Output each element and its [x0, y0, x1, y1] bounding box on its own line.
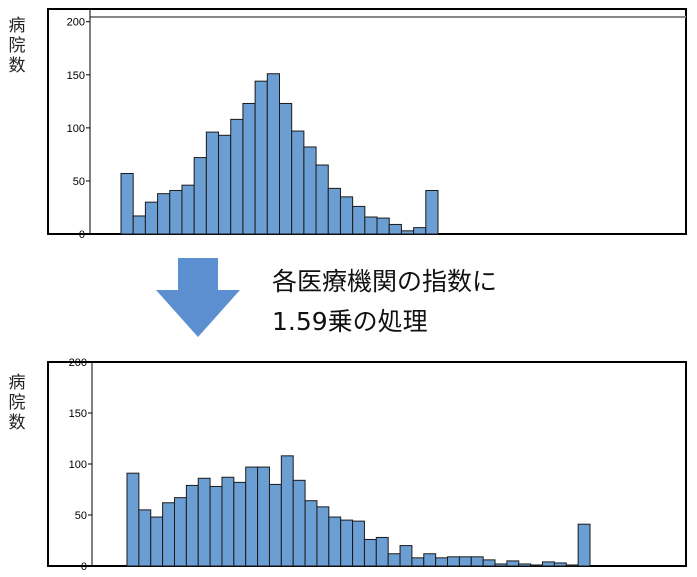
histogram-bar [447, 556, 460, 567]
histogram-bar [233, 481, 247, 567]
histogram-bar [162, 502, 175, 567]
histogram-bar [315, 164, 329, 235]
y-tick-label: 200 [69, 357, 87, 369]
histogram-bar [494, 563, 508, 567]
histogram-bar [413, 227, 427, 235]
plot-frame [47, 8, 687, 235]
histogram-bar [435, 557, 449, 567]
histogram-bar [230, 118, 244, 235]
histogram-bar [279, 102, 293, 235]
y-tick-label: 50 [75, 510, 87, 522]
histogram-bar [411, 557, 425, 567]
histogram-bar [352, 520, 365, 567]
histogram-bar [530, 564, 544, 567]
histogram-bar [388, 223, 402, 235]
histogram-bar [181, 184, 195, 235]
y-tick-label: 0 [81, 561, 87, 573]
histogram-bar [280, 455, 294, 567]
histogram-bar [157, 193, 171, 235]
histogram-bar [292, 479, 306, 567]
histogram-bar [375, 536, 389, 567]
down-arrow-icon [156, 258, 240, 337]
bottom-chart-ylabel: 病 院 数 [8, 373, 26, 433]
histogram-bar [126, 472, 140, 567]
histogram-bar [518, 563, 532, 567]
y-tick-label: 100 [69, 459, 87, 471]
y-tick-label: 0 [79, 229, 85, 241]
histogram-bar [339, 196, 354, 235]
histogram-bar [144, 201, 159, 235]
histogram-bar [209, 485, 223, 567]
y-tick-label: 200 [67, 17, 85, 29]
y-tick-label: 100 [67, 123, 85, 135]
histogram-bar [470, 556, 484, 567]
histogram-bar [169, 189, 183, 235]
histogram-bar [458, 556, 472, 567]
caption-line-2: 1.59乗の処理 [272, 307, 428, 336]
histogram-bar [150, 516, 164, 567]
histogram-bar [364, 216, 378, 235]
histogram-bar [218, 134, 232, 235]
histogram-bar [506, 560, 520, 567]
histogram-bar [423, 553, 437, 567]
histogram-bar [340, 519, 354, 567]
histogram-bar [577, 523, 591, 567]
histogram-bar [565, 564, 579, 567]
histogram-bar [221, 476, 235, 567]
histogram-bar [291, 130, 305, 235]
caption-line-1: 各医療機関の指数に [272, 267, 498, 296]
histogram-bar [242, 102, 256, 235]
y-tick-label: 150 [67, 70, 85, 82]
y-tick-label: 150 [69, 408, 87, 420]
histogram-bar [173, 497, 187, 567]
histogram-bar [542, 561, 555, 567]
histogram-bar [303, 146, 317, 235]
histogram-bar [399, 545, 413, 567]
histogram-bar [132, 215, 146, 235]
histogram-bar [205, 131, 220, 235]
histogram-bar [316, 506, 330, 567]
y-tick-label: 50 [73, 176, 85, 188]
histogram-bar [193, 157, 207, 235]
histogram-bar [387, 553, 401, 567]
top-histogram: 0 50 100 150 200 [47, 8, 687, 241]
histogram-bar [197, 477, 211, 567]
histogram-bar [138, 509, 152, 567]
histogram-bar [257, 466, 270, 567]
histogram-bar [352, 205, 366, 235]
histogram-bar [376, 217, 390, 235]
histogram-bar [328, 516, 342, 567]
histogram-bar [304, 500, 318, 567]
histogram-bar [363, 538, 377, 567]
histogram-bar [266, 73, 280, 235]
top-chart-ylabel: 病 院 数 [8, 16, 26, 76]
histogram-bar [482, 559, 496, 567]
histogram-bar [245, 466, 259, 567]
histogram-bar [254, 80, 268, 235]
histogram-bar [120, 173, 134, 235]
histogram-bar [425, 189, 439, 235]
histogram-bar [268, 483, 282, 567]
bottom-histogram: 0 50 100 150 200 [47, 357, 687, 573]
histogram-bar [327, 187, 341, 235]
histogram-bar [185, 484, 199, 567]
histogram-bar [400, 230, 415, 235]
histogram-bar [553, 562, 567, 567]
